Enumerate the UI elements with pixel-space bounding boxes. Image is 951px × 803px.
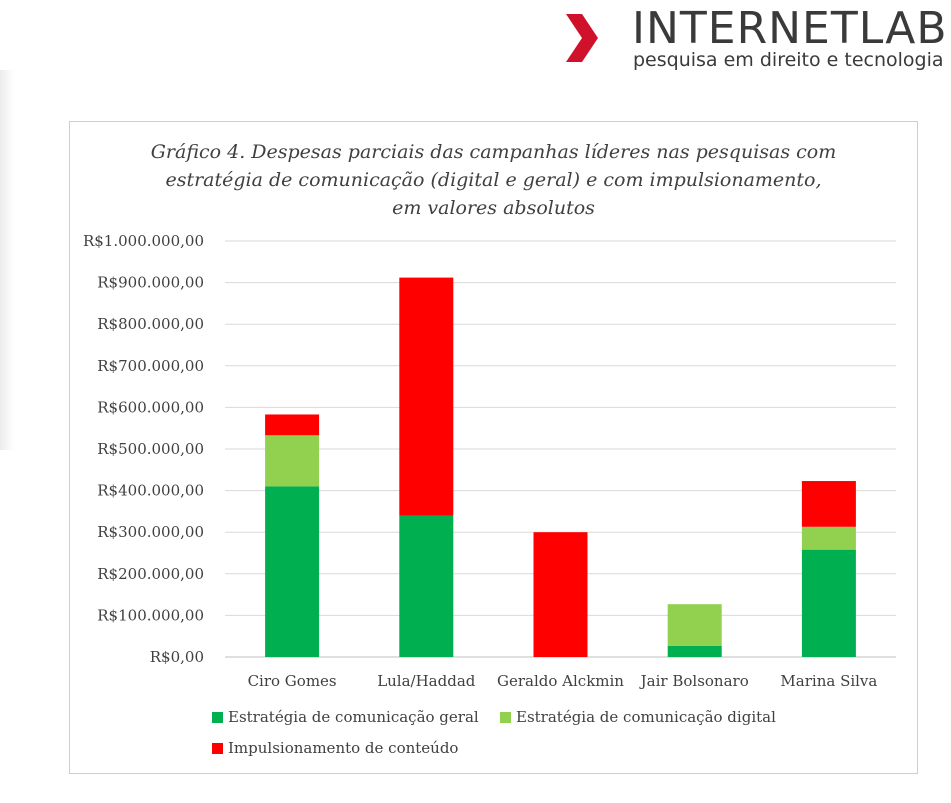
y-tick-label: R$1.000.000,00	[83, 232, 204, 250]
chart-container: Gráfico 4. Despesas parciais das campanh…	[69, 121, 918, 774]
chevron-logo-icon	[566, 14, 598, 62]
x-tick-label: Jair Bolsonaro	[639, 672, 749, 690]
bar-segment	[801, 526, 856, 550]
legend-swatch-digital	[500, 711, 511, 723]
x-tick-label: Marina Silva	[780, 672, 877, 690]
y-tick-label: R$0,00	[150, 648, 204, 666]
chart-title-line-1: Gráfico 4. Despesas parciais das campanh…	[150, 141, 837, 163]
legend-item-impulsionamento: Impulsionamento de conteúdo	[212, 739, 458, 757]
bar-segment	[399, 515, 454, 657]
x-tick-label: Ciro Gomes	[248, 672, 337, 690]
legend-swatch-impulsionamento	[212, 742, 223, 754]
y-tick-label: R$200.000,00	[97, 565, 204, 583]
y-tick-label: R$100.000,00	[97, 606, 204, 624]
y-tick-label: R$700.000,00	[97, 357, 204, 375]
legend-label-digital: Estratégia de comunicação digital	[516, 708, 776, 726]
x-tick-label: Lula/Haddad	[377, 672, 476, 690]
bar-segment	[667, 645, 722, 657]
logo-name: INTERNETLAB	[632, 3, 948, 54]
bar-segment	[801, 549, 856, 657]
legend-label-impulsionamento: Impulsionamento de conteúdo	[228, 739, 459, 757]
bar-segment	[265, 486, 320, 657]
legend-swatch-geral	[212, 711, 223, 723]
y-tick-label: R$600.000,00	[97, 398, 204, 416]
legend-label-geral: Estratégia de comunicação geral	[228, 708, 479, 726]
legend-item-geral: Estratégia de comunicação geral	[212, 708, 479, 726]
chart-plot: R$0,00 R$100.000,00 R$200.000,00 R$300.000,…	[83, 232, 896, 690]
x-tick-label: Geraldo Alckmin	[497, 672, 624, 690]
chart-title-line-3: em valores absolutos	[392, 197, 595, 219]
chart-title-line-2: estratégia de comunicação (digital e ger…	[165, 169, 822, 191]
y-tick-label: R$800.000,00	[97, 315, 204, 333]
bar-segment	[533, 532, 588, 657]
internetlab-logo: INTERNETLAB pesquisa em direito e tecnol…	[560, 4, 947, 76]
y-tick-label: R$900.000,00	[97, 274, 204, 292]
bar-segment	[265, 435, 320, 487]
bar-segment	[801, 481, 856, 527]
bar-segment	[667, 604, 722, 646]
y-tick-label: R$500.000,00	[97, 440, 204, 458]
y-tick-label: R$300.000,00	[97, 523, 204, 541]
page-edge-shadow	[0, 70, 14, 450]
legend-item-digital: Estratégia de comunicação digital	[500, 708, 776, 726]
bar-segment	[399, 277, 454, 516]
y-tick-label: R$400.000,00	[97, 482, 204, 500]
chart-title: Gráfico 4. Despesas parciais das campanh…	[70, 138, 917, 222]
logo-tagline: pesquisa em direito e tecnologia	[633, 49, 944, 71]
bar-segment	[265, 414, 320, 436]
